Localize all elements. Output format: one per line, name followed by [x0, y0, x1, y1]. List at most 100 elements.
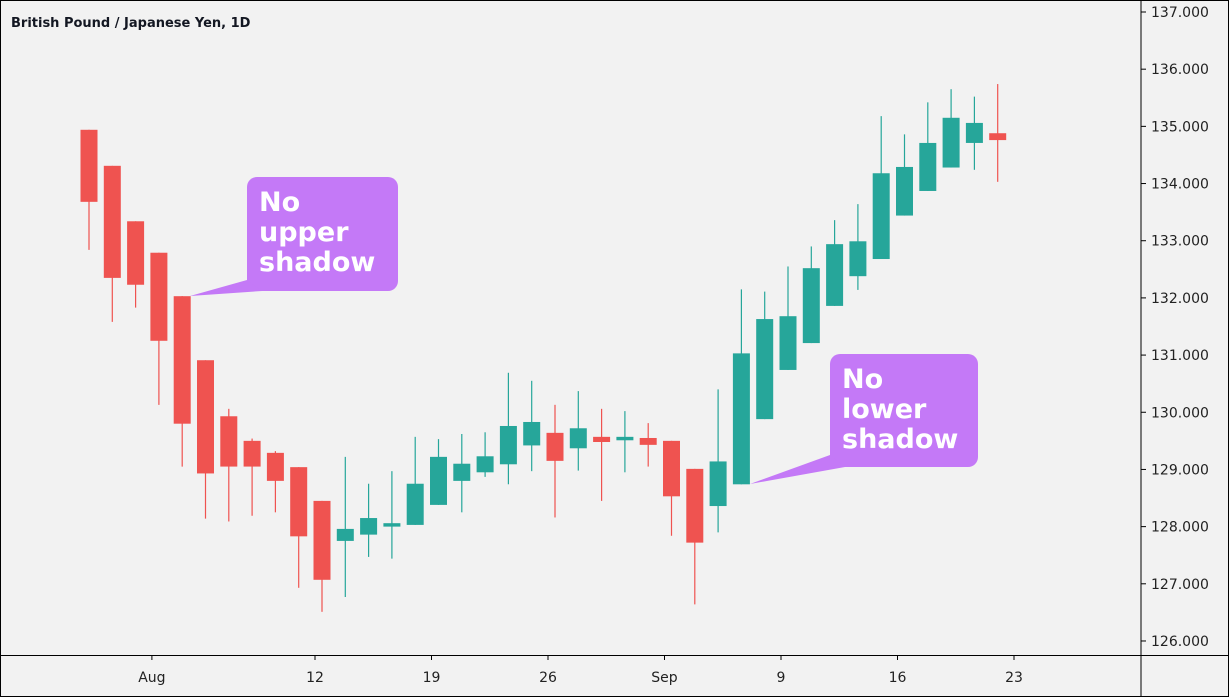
candle — [639, 423, 657, 467]
y-tick-label: 131.000 — [1151, 348, 1209, 364]
candle — [965, 96, 983, 170]
candle — [849, 204, 867, 290]
candle — [313, 500, 331, 612]
candle — [989, 84, 1007, 182]
candle-body — [313, 500, 331, 580]
y-tick-label: 132.000 — [1151, 291, 1209, 307]
callout-box — [830, 354, 978, 467]
candle — [173, 296, 191, 467]
candle — [360, 483, 378, 557]
candle — [872, 116, 890, 260]
y-tick-label: 130.000 — [1151, 405, 1209, 421]
candle — [406, 436, 424, 525]
x-tick-label: 16 — [889, 670, 907, 686]
callout-text: No — [259, 187, 300, 218]
y-tick-label: 127.000 — [1151, 577, 1209, 593]
candle-body — [942, 117, 960, 168]
time-axis[interactable]: Aug 12 19 26 Sep 9 16 23 — [138, 655, 1023, 686]
y-tick-label: 136.000 — [1151, 62, 1209, 78]
candle-body — [406, 483, 424, 525]
candle-body — [103, 165, 121, 278]
candle — [942, 89, 960, 168]
candle-body — [989, 133, 1007, 141]
candle-body — [639, 437, 657, 445]
candle-body — [732, 353, 750, 485]
candle-body — [127, 221, 145, 285]
candle-body — [826, 244, 844, 306]
candle-body — [686, 468, 704, 543]
callout-text: No — [842, 364, 883, 395]
candle — [919, 102, 937, 191]
candle-body — [965, 122, 983, 143]
callout-box — [247, 177, 398, 291]
callout-text: lower — [842, 394, 927, 425]
y-tick-label: 133.000 — [1151, 234, 1209, 250]
price-axis[interactable]: 126.000 127.000 128.000 129.000 130.000 131.0… — [1141, 5, 1209, 650]
candle — [150, 252, 168, 405]
candle — [430, 439, 447, 505]
callout-text: upper — [259, 217, 349, 248]
y-tick-label: 134.000 — [1151, 177, 1209, 193]
callout-text: shadow — [842, 424, 958, 455]
x-tick-label: 23 — [1005, 670, 1023, 686]
candle — [220, 408, 238, 522]
candle-body — [499, 425, 517, 465]
callout-pointer — [190, 280, 262, 296]
candle-body — [523, 421, 541, 446]
candles — [80, 84, 1007, 612]
candle — [127, 221, 145, 308]
candle — [523, 380, 541, 472]
candle-body — [709, 461, 727, 507]
candle — [709, 389, 727, 533]
candle-body — [849, 241, 867, 277]
candle-body — [569, 428, 587, 449]
candle — [499, 372, 517, 485]
candle-body — [476, 456, 494, 473]
y-tick-label: 129.000 — [1151, 462, 1209, 478]
candle-body — [919, 142, 937, 191]
candle — [779, 266, 797, 370]
candle — [383, 471, 401, 559]
x-tick-label: 26 — [539, 670, 557, 686]
x-tick-label: Sep — [651, 670, 678, 686]
candle — [290, 467, 308, 588]
candle — [80, 129, 98, 250]
callout-pointer — [750, 455, 845, 484]
candle — [336, 456, 354, 597]
chart-title: British Pound / Japanese Yen, 1D — [11, 16, 251, 31]
candle-body — [197, 360, 214, 474]
candle-body — [802, 268, 820, 344]
candle-body — [173, 296, 191, 424]
candle-body — [453, 463, 471, 481]
candle-body — [290, 467, 308, 537]
x-tick-label: 9 — [777, 670, 786, 686]
candle — [686, 468, 704, 605]
candle — [616, 411, 634, 473]
x-tick-label: 12 — [306, 670, 324, 686]
candle-body — [593, 436, 611, 442]
candle — [802, 246, 820, 344]
candle — [826, 220, 844, 306]
candle-body — [756, 319, 774, 420]
candle-body — [663, 440, 680, 497]
candle-body — [779, 316, 797, 370]
candle — [197, 360, 214, 519]
candle-body — [336, 528, 354, 541]
candle-body — [896, 166, 913, 216]
y-tick-label: 128.000 — [1151, 520, 1209, 536]
candle — [546, 404, 564, 518]
callout-text: shadow — [259, 247, 375, 278]
candle-body — [243, 440, 261, 467]
candle-body — [266, 452, 284, 481]
candle-body — [616, 436, 634, 441]
candle — [103, 165, 121, 322]
y-tick-label: 135.000 — [1151, 119, 1209, 135]
x-tick-label: Aug — [138, 670, 165, 686]
candle-body — [360, 518, 378, 535]
candle — [732, 289, 750, 485]
candle — [476, 432, 494, 477]
